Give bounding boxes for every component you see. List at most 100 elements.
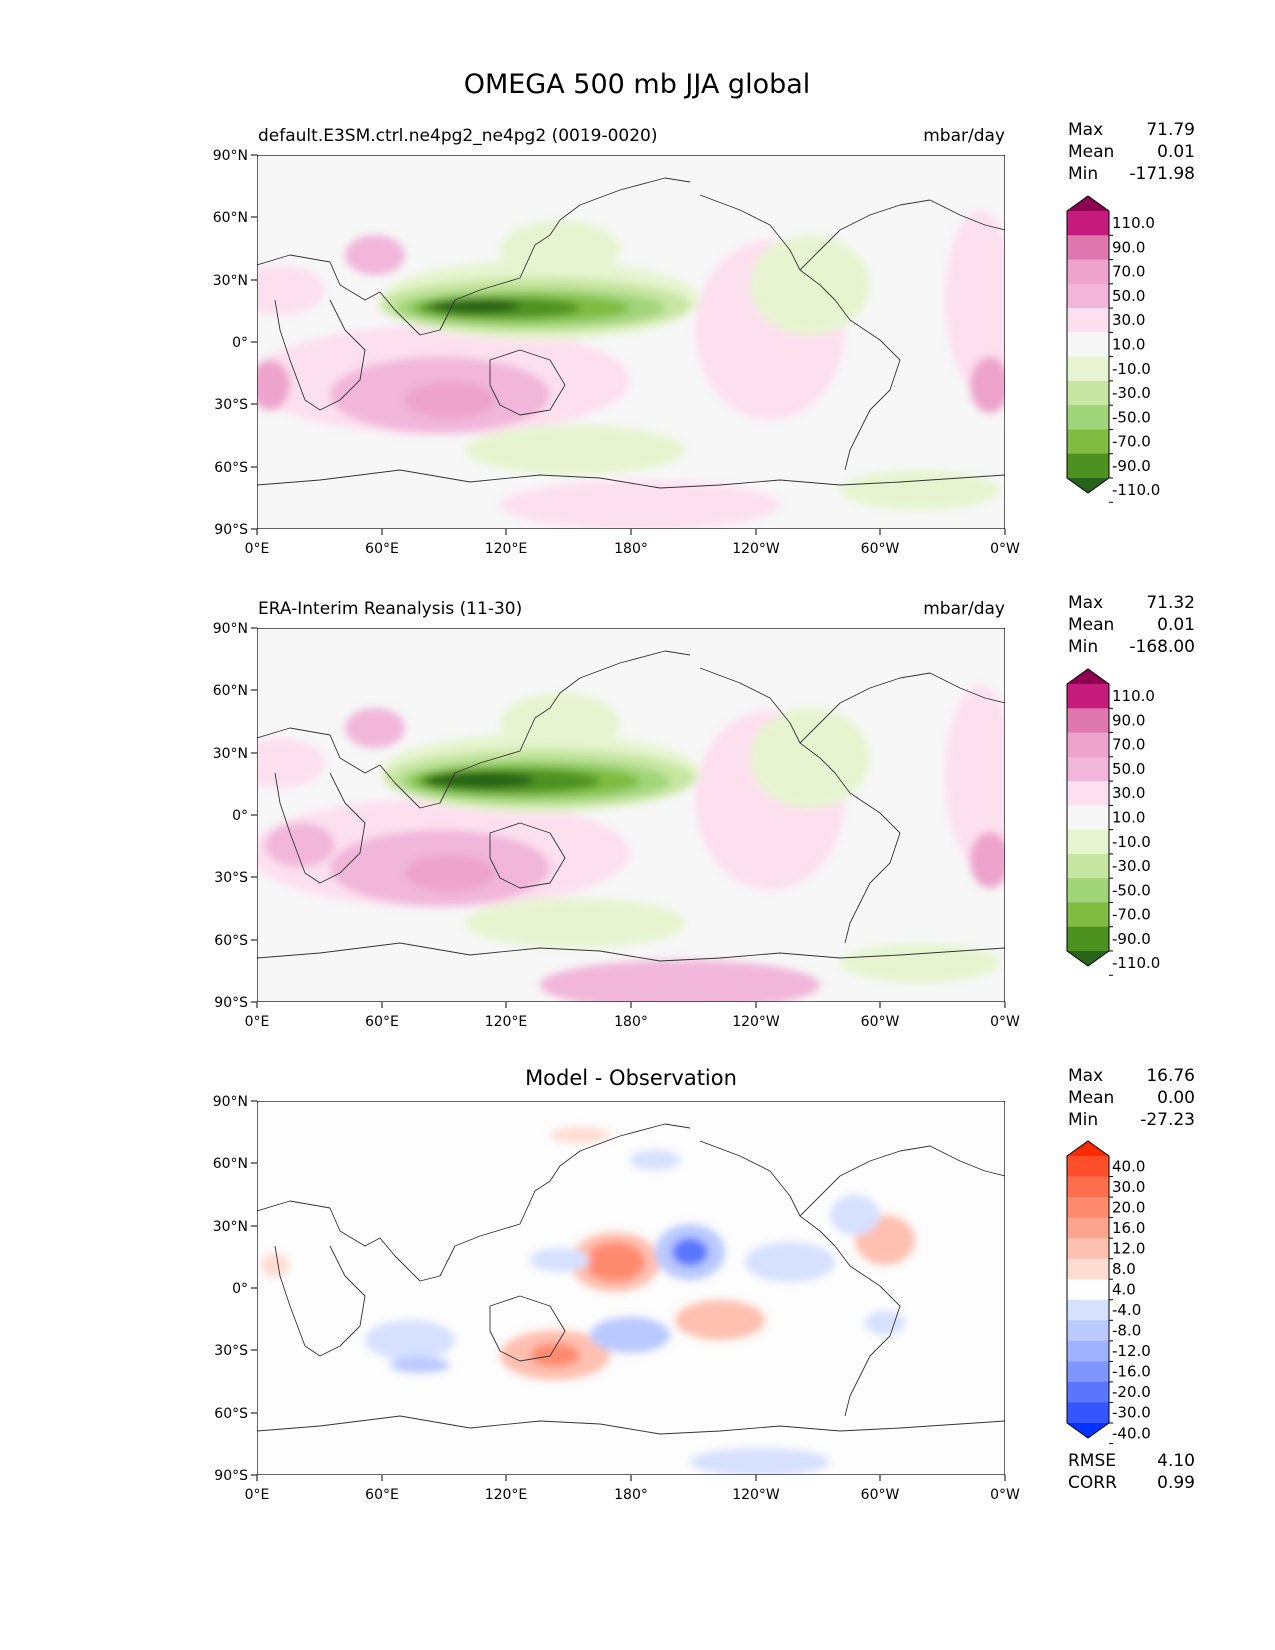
colorbar-swatch	[1067, 1238, 1109, 1260]
stat-label: Min	[1068, 164, 1098, 184]
colorbar-label: 30.0	[1112, 784, 1145, 802]
svg-text:60°W: 60°W	[861, 541, 900, 557]
panel-obs-stats: Max 71.32 Mean 0.01 Min -168.00	[1068, 593, 1195, 657]
svg-text:60°N: 60°N	[213, 683, 248, 699]
svg-text:90°S: 90°S	[214, 995, 248, 1011]
stat-label: Max	[1068, 120, 1103, 140]
x-tick-label: 120°E	[485, 529, 527, 557]
x-tick-label: 60°W	[861, 529, 900, 557]
colorbar-label: -30.0	[1112, 857, 1151, 875]
stat-label: Max	[1068, 593, 1103, 613]
x-tick-label: 0°E	[245, 529, 269, 557]
colorbar-swatch	[1067, 235, 1109, 261]
corr-value: 0.99	[1157, 1473, 1195, 1493]
colorbar-label: 4.0	[1112, 1281, 1136, 1299]
svg-text:120°E: 120°E	[485, 1014, 528, 1030]
panel-diff: Model - Observation	[213, 1066, 1195, 1503]
colorbar-label: 70.0	[1112, 263, 1145, 281]
x-tick-label: 0°W	[990, 1002, 1020, 1030]
panel-diff-title: Model - Observation	[525, 1066, 737, 1090]
stat-value: 0.01	[1157, 615, 1195, 635]
panel-diff-stats: Max 16.76 Mean 0.00 Min -27.23	[1068, 1066, 1195, 1130]
colorbar-swatch	[1067, 429, 1109, 455]
y-tick-label: 90°N	[213, 148, 257, 164]
colorbar-extend-min	[1067, 1423, 1109, 1438]
svg-text:30°S: 30°S	[214, 1343, 248, 1359]
x-tick-label: 60°E	[365, 1002, 399, 1030]
panel-obs-colorbar: 110.0 90.0 70.0 50.0 30.0 10.0 -10.0 -30.0 -50.0…	[1066, 668, 1160, 976]
stat-value: 71.79	[1146, 120, 1195, 140]
colorbar-label: 90.0	[1112, 238, 1145, 256]
colorbar-swatch	[1067, 1156, 1109, 1178]
stat-label: Max	[1068, 1066, 1103, 1086]
colorbar-label: -50.0	[1112, 881, 1151, 899]
svg-text:0°E: 0°E	[245, 1487, 270, 1503]
svg-text:0°: 0°	[232, 335, 248, 351]
colorbar-swatch	[1067, 926, 1109, 952]
colorbar-swatch	[1067, 211, 1109, 236]
figure-title: OMEGA 500 mb JJA global	[464, 69, 811, 100]
panel-model-title: default.E3SM.ctrl.ne4pg2_ne4pg2 (0019-00…	[258, 126, 658, 146]
colorbar-swatch	[1067, 1402, 1109, 1424]
colorbar-swatch	[1067, 1197, 1109, 1219]
colorbar-swatch	[1067, 259, 1109, 285]
x-tick-label: 0°E	[245, 1002, 270, 1030]
svg-text:90°N: 90°N	[213, 1094, 248, 1110]
colorbar-label: 30.0	[1112, 311, 1145, 329]
svg-text:60°N: 60°N	[213, 210, 248, 226]
panel-obs-y-axis: 90°N 60°N 30°N 0° 30°S 60°S 90°S	[213, 621, 257, 1011]
colorbar-swatch	[1067, 1381, 1109, 1403]
svg-text:60°E: 60°E	[365, 1487, 399, 1503]
panel-model-x-axis: 0°E 60°E 120°E 180° 120°W 60°W 0°W	[245, 529, 1020, 557]
colorbar-swatch	[1067, 1361, 1109, 1383]
y-tick-label: 90°S	[214, 1468, 257, 1484]
panel-obs-title: ERA-Interim Reanalysis (11-30)	[258, 599, 522, 619]
stat-value: 0.01	[1157, 142, 1195, 162]
x-tick-label: 60°W	[861, 1475, 900, 1503]
colorbar-swatch	[1067, 1320, 1109, 1342]
panel-diff-footer-stats: RMSE 4.10 CORR 0.99	[1068, 1451, 1195, 1493]
panel-diff-colorbar: 40.0 30.0 20.0 16.0 12.0 8.0 4.0 -4.0 -8.0 -12.0 -…	[1066, 1140, 1151, 1445]
svg-text:120°W: 120°W	[732, 1014, 780, 1030]
svg-text:60°W: 60°W	[861, 1487, 900, 1503]
colorbar-extend-min	[1067, 951, 1109, 966]
y-tick-label: 0°	[232, 335, 257, 351]
svg-text:0°E: 0°E	[245, 1014, 270, 1030]
svg-text:60°S: 60°S	[214, 460, 248, 476]
y-tick-label: 30°N	[213, 746, 257, 762]
svg-text:30°N: 30°N	[213, 746, 248, 762]
y-tick-label: 0°	[232, 808, 257, 824]
colorbar-swatch	[1067, 853, 1109, 879]
colorbar-label: 110.0	[1112, 687, 1155, 705]
svg-text:0°W: 0°W	[990, 541, 1020, 557]
colorbar-label: 110.0	[1112, 214, 1155, 232]
rmse-value: 4.10	[1157, 1451, 1195, 1471]
x-tick-label: 120°E	[485, 1475, 527, 1503]
stat-value: 16.76	[1146, 1066, 1195, 1086]
stat-label: Mean	[1068, 615, 1114, 635]
y-tick-label: 30°N	[213, 1219, 257, 1235]
y-tick-label: 90°N	[213, 621, 257, 637]
colorbar-label: 50.0	[1112, 760, 1145, 778]
colorbar-swatch	[1067, 878, 1109, 903]
y-tick-label: 60°S	[214, 1406, 257, 1422]
colorbar-label: -30.0	[1112, 1404, 1151, 1422]
svg-text:60°E: 60°E	[365, 541, 399, 557]
svg-text:60°N: 60°N	[213, 1156, 248, 1172]
colorbar-swatch	[1067, 380, 1109, 406]
y-tick-label: 90°S	[214, 522, 257, 538]
svg-text:180°: 180°	[614, 541, 648, 557]
y-tick-label: 60°N	[213, 210, 257, 226]
x-tick-label: 120°W	[732, 1475, 780, 1503]
svg-text:90°S: 90°S	[214, 1468, 248, 1484]
svg-text:30°N: 30°N	[213, 273, 248, 289]
y-tick-label: 90°N	[213, 1094, 257, 1110]
colorbar-label: 16.0	[1112, 1219, 1145, 1237]
panel-obs: ERA-Interim Reanalysis (11-30) mbar/day	[213, 593, 1195, 1030]
colorbar-swatch	[1067, 1258, 1109, 1280]
x-tick-label: 120°E	[485, 1002, 528, 1030]
colorbar-label: 20.0	[1112, 1198, 1145, 1216]
x-tick-label: 60°E	[365, 1475, 399, 1503]
colorbar-swatch	[1067, 356, 1109, 382]
